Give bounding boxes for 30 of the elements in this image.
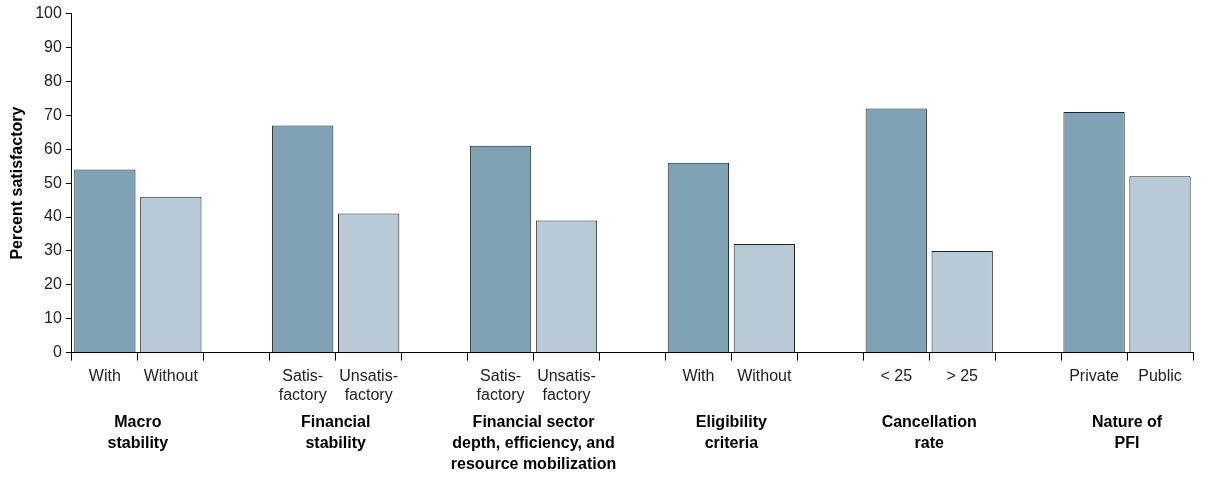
text: Eligibility criteria xyxy=(695,413,768,452)
x-tick-label: Satis- factory xyxy=(278,366,327,403)
y-tick-label: 40 xyxy=(44,207,62,225)
x-tick-label: Without xyxy=(143,366,199,384)
y-tick-label: 20 xyxy=(44,275,62,293)
y-tick-label: 0 xyxy=(52,343,62,361)
y-tick-label: 90 xyxy=(44,37,62,55)
x-tick-label: Satis- factory xyxy=(476,366,525,403)
y-axis-title: Percent satisfactory xyxy=(8,106,26,260)
x-tick-label: Private xyxy=(1069,366,1120,384)
x-tick-label: With xyxy=(682,366,715,384)
text: Financial sector depth, efficiency, and resource mobilization xyxy=(450,413,617,473)
y-tick-label: 70 xyxy=(44,105,62,123)
x-tick-label: With xyxy=(88,366,121,384)
text: Financial stability xyxy=(301,413,371,452)
x-tick-label: Unsatis- factory xyxy=(339,366,398,403)
x-tick-label: < 25 xyxy=(880,366,913,384)
text: Nature of PFI xyxy=(1091,413,1163,452)
y-tick-label: 30 xyxy=(44,241,62,259)
y-tick-label: 60 xyxy=(44,139,62,157)
y-tick-label: 10 xyxy=(44,309,62,327)
x-tick-label: Public xyxy=(1138,366,1182,384)
text: Macro stability xyxy=(107,413,169,452)
y-tick-label: 80 xyxy=(44,71,62,89)
y-tick-label: 50 xyxy=(44,173,62,191)
x-tick-label: Without xyxy=(737,366,793,384)
y-tick-label: 100 xyxy=(35,4,62,22)
x-tick-label: > 25 xyxy=(946,366,979,384)
text: Cancellation rate xyxy=(881,413,977,452)
x-tick-label: Unsatis- factory xyxy=(537,366,596,403)
